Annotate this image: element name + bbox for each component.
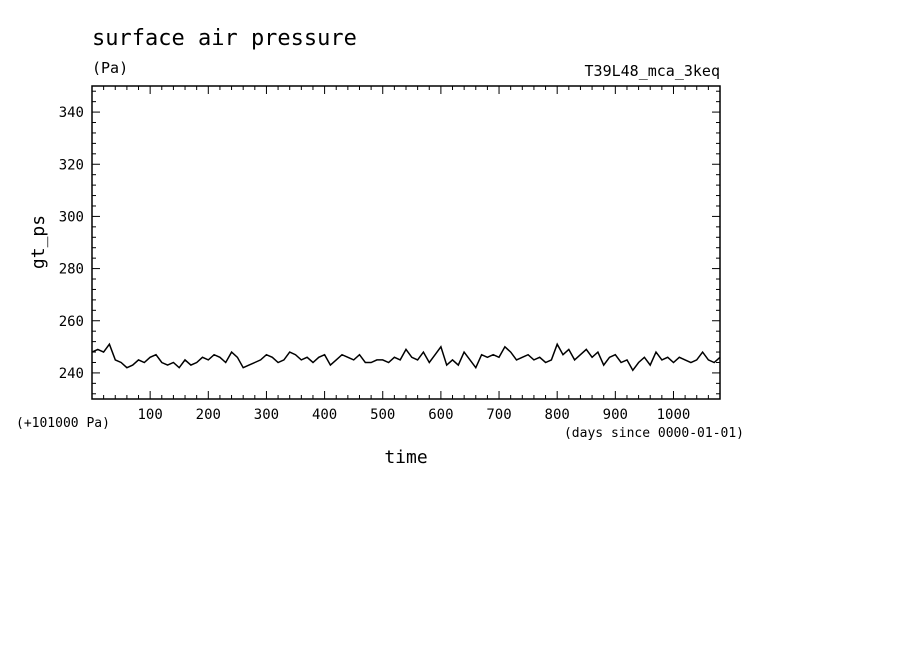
y-tick-label: 240 bbox=[59, 366, 84, 382]
axis-ticks bbox=[92, 86, 720, 399]
x-tick-label: 400 bbox=[312, 407, 337, 423]
x-tick-label: 200 bbox=[196, 407, 221, 423]
x-tick-label: 300 bbox=[254, 407, 279, 423]
x-tick-label: 500 bbox=[370, 407, 395, 423]
experiment-label: T39L48_mca_3keq bbox=[585, 62, 720, 80]
series-line-gt-ps bbox=[91, 342, 721, 372]
chart-title: surface air pressure bbox=[92, 26, 357, 51]
y-offset-note: (+101000 Pa) bbox=[16, 416, 110, 431]
chart-units: (Pa) bbox=[92, 59, 128, 77]
x-tick-label: 100 bbox=[137, 407, 162, 423]
plot-frame bbox=[91, 85, 721, 400]
x-tick-label: 800 bbox=[545, 407, 570, 423]
y-tick-label: 300 bbox=[59, 209, 84, 225]
x-tick-label: 1000 bbox=[657, 407, 691, 423]
y-tick-label: 280 bbox=[59, 262, 84, 278]
y-tick-label: 320 bbox=[59, 157, 84, 173]
y-tick-label: 340 bbox=[59, 105, 84, 121]
y-axis-label: gt_ps bbox=[28, 215, 49, 269]
tick-labels: 100 200 300 400 500 600 700 800 900 1000 240 260 280… bbox=[59, 105, 691, 423]
x-axis-label: time bbox=[384, 447, 427, 468]
x-tick-label: 600 bbox=[428, 407, 453, 423]
y-tick-label: 260 bbox=[59, 314, 84, 330]
x-tick-label: 700 bbox=[486, 407, 511, 423]
x-tick-label: 900 bbox=[603, 407, 628, 423]
x-units-note: (days since 0000-01-01) bbox=[564, 426, 744, 441]
